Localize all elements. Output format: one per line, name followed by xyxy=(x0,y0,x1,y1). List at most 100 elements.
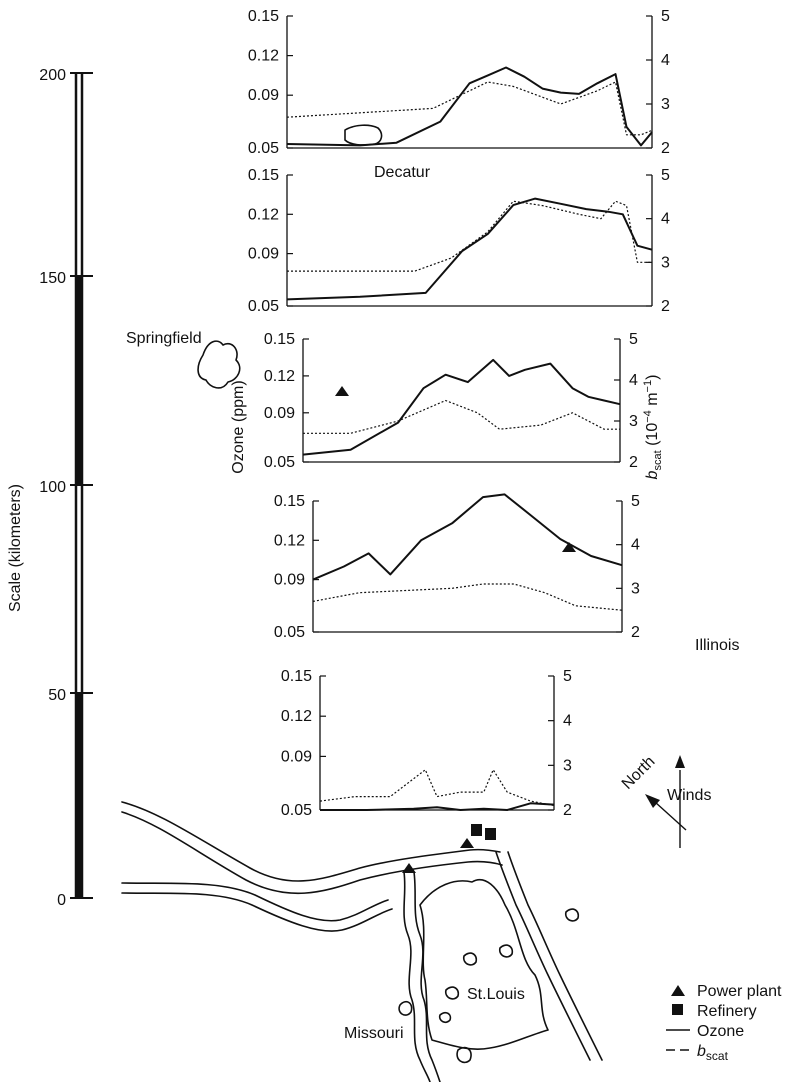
ozone-tick-label: 0.05 xyxy=(248,298,279,315)
ozone-tick-label: 0.05 xyxy=(281,802,312,819)
ozone-tick-label: 0.09 xyxy=(281,748,312,765)
ozone-tick-label: 0.15 xyxy=(274,493,305,510)
bscat-tick-label: 2 xyxy=(631,624,640,641)
ozone-tick-label: 0.09 xyxy=(248,246,279,263)
chart-panel-3: 0.15 0.12 0.09 0.05 5 4 3 2 xyxy=(264,331,638,471)
bscat-tick-label: 3 xyxy=(629,413,638,430)
bscat-tick-label: 2 xyxy=(629,454,638,471)
power-plant-marker xyxy=(460,838,474,848)
decatur-label: Decatur xyxy=(374,164,431,181)
bscat-tick-label: 2 xyxy=(661,140,670,157)
legend-refinery-icon xyxy=(672,1004,683,1015)
scale-tick-label: 100 xyxy=(39,479,66,496)
bscat-tick-label: 2 xyxy=(563,802,572,819)
missouri-river-north-bank xyxy=(121,801,501,882)
bscat-tick-label: 4 xyxy=(629,372,638,389)
scale-bar-fill-upper xyxy=(76,276,82,485)
ozone-tick-label: 0.05 xyxy=(264,454,295,471)
north-label: North xyxy=(619,753,659,793)
ozone-tick-label: 0.15 xyxy=(248,167,279,184)
wind-compass: Winds North xyxy=(619,753,711,848)
winds-label: Winds xyxy=(667,787,711,804)
scale-tick-label: 150 xyxy=(39,270,66,287)
springfield-boundary xyxy=(197,340,241,389)
ozone-series-line xyxy=(286,66,653,147)
meramec-river-north-bank xyxy=(121,882,389,922)
bscat-series-line xyxy=(303,399,620,434)
bscat-tick-label: 3 xyxy=(631,580,640,597)
refinery-marker xyxy=(471,824,482,836)
bscat-series-line xyxy=(319,769,555,807)
scale-bar: 200 150 100 50 0 Scale (kilometers) xyxy=(7,67,93,909)
refinery-marker xyxy=(485,828,496,840)
legend-refinery-label: Refinery xyxy=(697,1003,757,1020)
illinois-label: Illinois xyxy=(695,637,739,654)
ozone-tick-label: 0.12 xyxy=(264,368,295,385)
bscat-tick-label: 4 xyxy=(631,537,640,554)
bscat-series-line xyxy=(287,200,652,272)
scale-bar-title: Scale (kilometers) xyxy=(7,484,24,612)
power-plant-marker xyxy=(562,542,576,552)
mississippi-river-east-bank xyxy=(413,871,441,1082)
bscat-tick-label: 2 xyxy=(661,298,670,315)
decatur-boundary xyxy=(344,124,383,146)
bscat-series-line xyxy=(312,583,623,611)
ozone-series-line xyxy=(312,493,623,581)
map-lake-2 xyxy=(444,986,460,1000)
missouri-river-south-bank xyxy=(121,811,503,895)
city-boundary xyxy=(419,879,549,1050)
ozone-tick-label: 0.09 xyxy=(248,87,279,104)
ozone-tick-label: 0.09 xyxy=(264,405,295,422)
wind-arrow-icon xyxy=(675,755,685,768)
ozone-series-line xyxy=(302,358,621,456)
springfield-label: Springfield xyxy=(126,330,202,347)
ozone-tick-label: 0.15 xyxy=(248,8,279,25)
st-louis-label: St.Louis xyxy=(467,986,525,1003)
map-lake-4 xyxy=(456,1046,472,1064)
map-lake-3 xyxy=(398,1000,413,1016)
bscat-tick-label: 5 xyxy=(631,493,640,510)
ozone-tick-label: 0.12 xyxy=(274,532,305,549)
bscat-tick-label: 5 xyxy=(563,668,572,685)
chart-panel-2: 0.15 0.12 0.09 0.05 5 4 3 2 xyxy=(248,167,670,315)
ozone-tick-label: 0.12 xyxy=(248,48,279,65)
bscat-tick-label: 5 xyxy=(661,167,670,184)
bscat-tick-label: 4 xyxy=(661,211,670,228)
meramec-river-south-bank xyxy=(121,892,393,932)
missouri-label: Missouri xyxy=(344,1025,404,1042)
legend-power-plant-label: Power plant xyxy=(697,983,782,1000)
north-arrow-shaft xyxy=(654,801,687,831)
ozone-series-line xyxy=(286,197,653,301)
ozone-tick-label: 0.05 xyxy=(248,140,279,157)
mississippi-river-west-bank xyxy=(403,871,431,1082)
ozone-tick-label: 0.12 xyxy=(248,206,279,223)
scale-tick-label: 0 xyxy=(57,892,66,909)
map-lake-7 xyxy=(564,908,580,922)
bscat-tick-label: 5 xyxy=(629,331,638,348)
bscat-tick-label: 5 xyxy=(661,8,670,25)
bscat-axis-title: bscat (10−4 m−1) xyxy=(642,375,664,480)
ozone-tick-label: 0.09 xyxy=(274,572,305,589)
chart-panel-4: 0.15 0.12 0.09 0.05 5 4 3 2 xyxy=(274,493,640,641)
legend-ozone-label: Ozone xyxy=(697,1023,744,1040)
bscat-tick-label: 4 xyxy=(563,713,572,730)
ozone-axis-title: Ozone (ppm) xyxy=(230,380,247,473)
bscat-tick-label: 3 xyxy=(661,96,670,113)
map-lake-6 xyxy=(438,1012,452,1023)
ozone-series-line xyxy=(320,802,555,811)
legend-bscat-label: bscat xyxy=(697,1043,729,1063)
north-arrow-icon xyxy=(645,794,660,808)
map-lake-1 xyxy=(462,952,478,966)
legend-power-plant-icon xyxy=(671,985,685,996)
chart-panel-1: 0.15 0.12 0.09 0.05 5 4 3 2 xyxy=(248,8,670,157)
bscat-tick-label: 3 xyxy=(661,254,670,271)
ozone-tick-label: 0.15 xyxy=(281,668,312,685)
power-plant-marker xyxy=(402,863,416,873)
legend: Power plant Refinery Ozone bscat xyxy=(666,983,782,1063)
scale-tick-label: 50 xyxy=(48,687,66,704)
chart-panel-5: 0.15 0.12 0.09 0.05 5 4 3 2 xyxy=(281,668,572,819)
bscat-series-line xyxy=(286,81,653,136)
ozone-tick-label: 0.15 xyxy=(264,331,295,348)
illinois-river-west-bank xyxy=(495,851,591,1061)
